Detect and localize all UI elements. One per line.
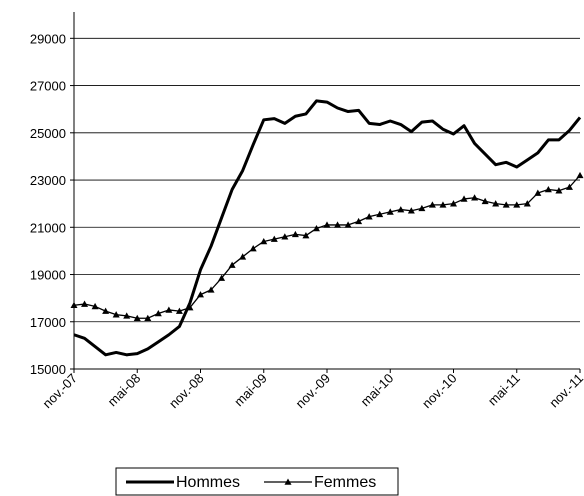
marker [112,311,120,318]
marker [397,206,405,213]
x-tick-label: nov.-08 [166,371,207,412]
marker [123,312,131,319]
marker [270,235,278,242]
marker [312,224,320,232]
marker [376,210,384,218]
marker [207,286,215,293]
y-tick-label: 29000 [30,31,66,46]
marker [344,221,352,228]
marker [534,189,542,196]
marker [291,230,299,238]
marker [513,201,521,208]
marker [186,304,194,311]
marker [355,217,363,225]
marker [502,201,510,208]
marker [565,183,573,190]
marker [249,245,257,252]
marker [439,201,447,208]
y-tick-label: 15000 [30,362,66,377]
marker [460,195,468,202]
x-tick-label: mai-11 [485,371,523,409]
marker [555,187,563,194]
marker [102,307,110,314]
marker [175,307,183,314]
y-tick-label: 25000 [30,126,66,141]
marker [386,208,394,215]
legend-label: Hommes [176,474,240,491]
marker [418,204,426,212]
marker [323,221,331,228]
line-series [73,174,581,319]
marker [218,274,226,281]
marker [281,233,289,240]
marker [197,291,204,298]
y-tick-label: 27000 [30,79,66,94]
marker [81,300,89,307]
marker [428,201,436,208]
y-tick-label: 19000 [30,268,66,283]
marker [334,221,342,228]
marker [450,200,457,207]
marker [544,185,552,193]
x-tick-label: nov.-09 [293,371,334,412]
x-tick-label: nov.-10 [419,371,460,412]
x-tick-label: mai-08 [105,371,144,410]
y-tick-label: 23000 [30,173,66,188]
legend-marker [284,478,292,485]
x-tick-label: nov.-11 [546,371,584,411]
line-series [73,99,582,357]
marker [302,232,310,239]
marker [471,194,479,201]
marker [91,302,99,310]
marker [365,213,373,220]
marker [165,306,173,313]
marker [407,207,415,214]
x-tick-label: mai-10 [358,371,397,410]
marker [154,309,162,317]
marker [481,197,489,205]
y-tick-label: 17000 [30,315,66,330]
legend-label: Femmes [314,474,376,491]
marker [144,314,152,322]
marker [260,237,268,245]
marker [523,200,531,207]
marker [133,314,141,322]
marker [492,200,500,207]
marker [70,301,78,309]
marker [576,171,584,179]
marker [239,253,247,260]
x-tick-label: mai-09 [231,371,270,410]
marker [228,261,236,268]
y-tick-label: 21000 [30,220,66,235]
